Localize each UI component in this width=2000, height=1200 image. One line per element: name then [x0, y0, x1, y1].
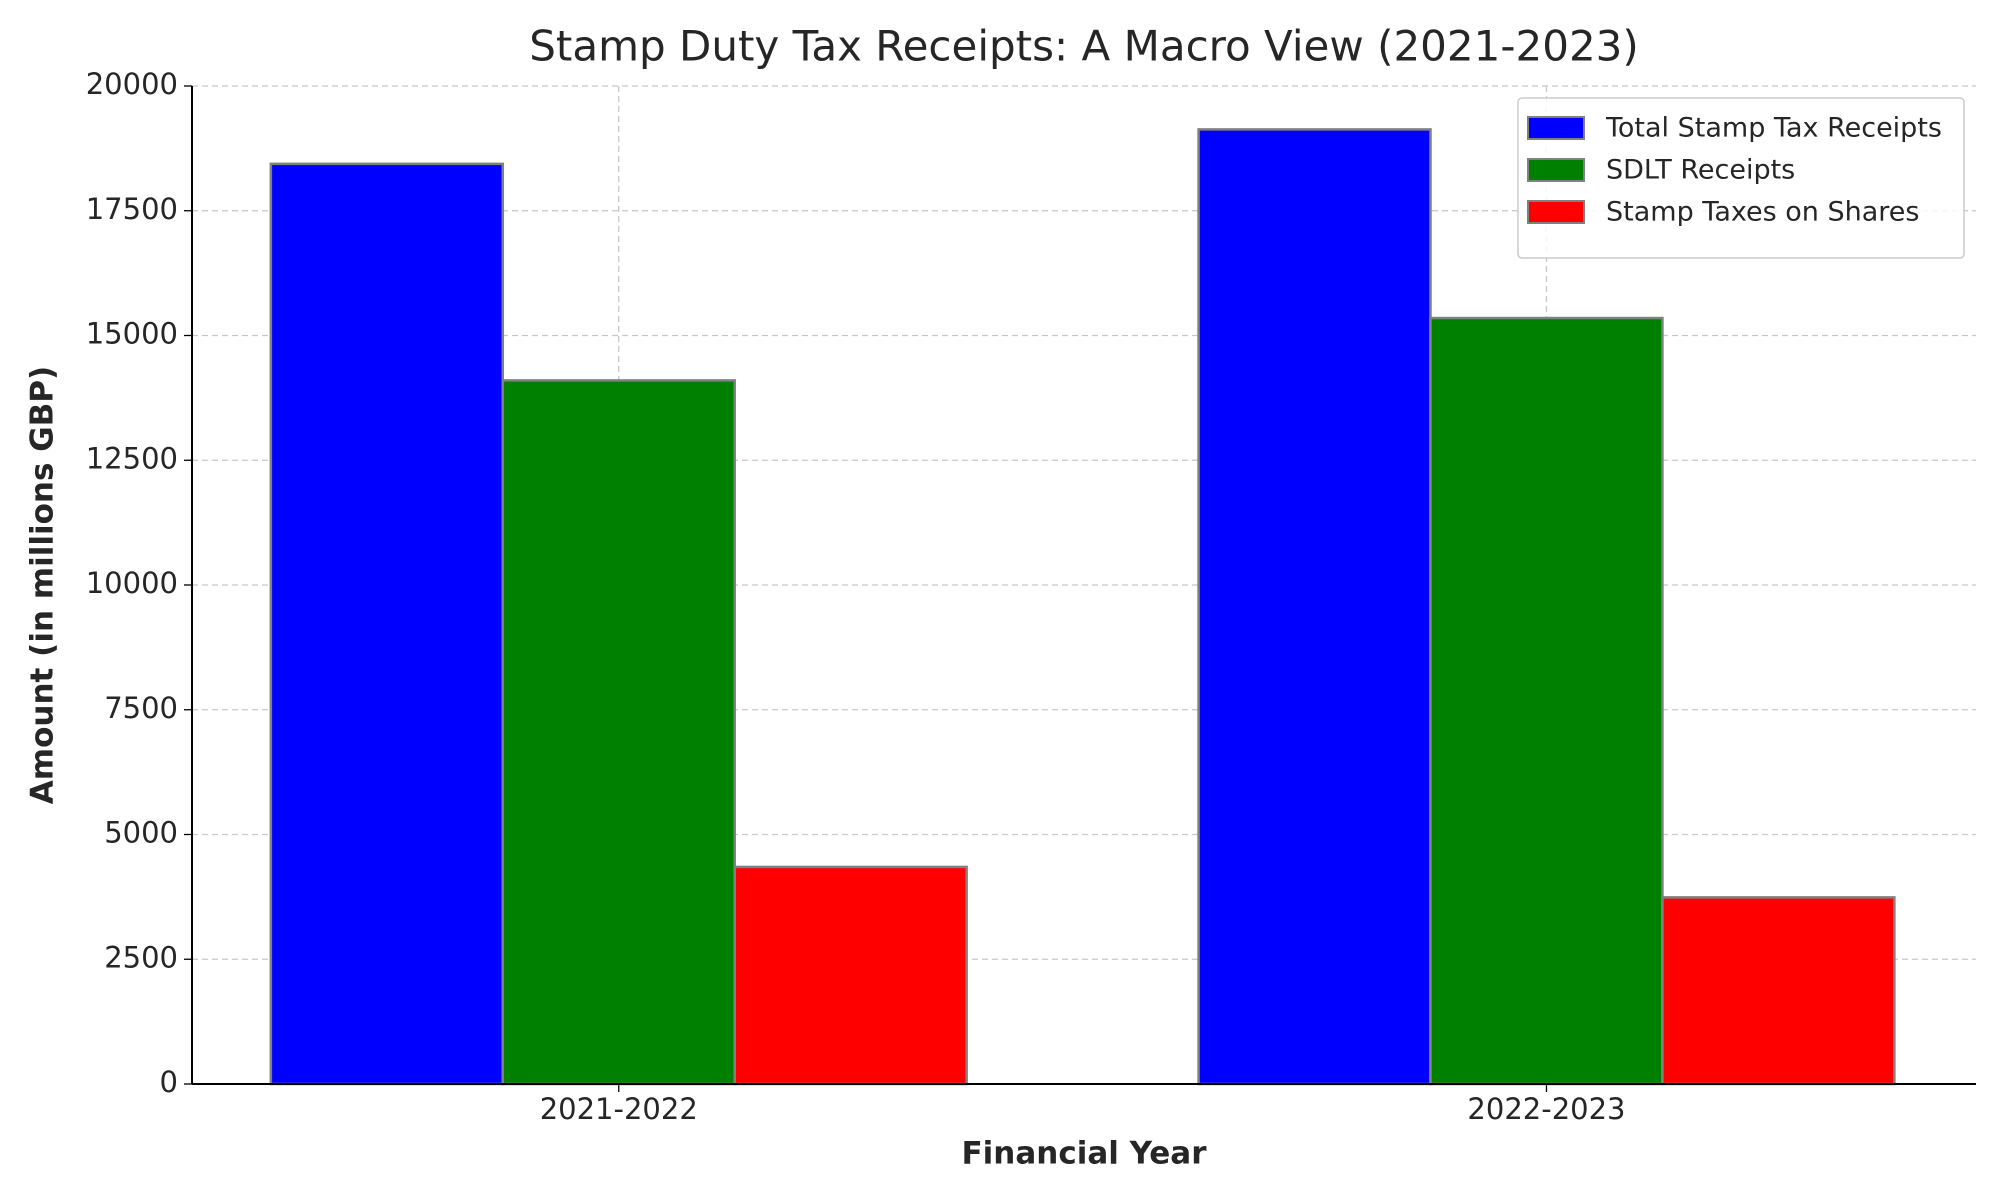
y-tick-label: 12500	[86, 441, 178, 475]
bar	[733, 865, 968, 1086]
chart-title: Stamp Duty Tax Receipts: A Macro View (2…	[529, 22, 1639, 71]
legend-box	[1517, 97, 1965, 259]
legend-label: SDLT Receipts	[1606, 155, 1795, 186]
y-tick-label: 5000	[104, 816, 178, 850]
legend-swatch	[1527, 116, 1585, 140]
y-tick-label: 7500	[104, 691, 178, 725]
bar	[1197, 128, 1432, 1086]
legend-swatch	[1527, 158, 1585, 182]
y-tick-label: 10000	[86, 566, 178, 600]
bar	[1429, 316, 1664, 1086]
y-axis-label: Amount (in millions GBP)	[25, 366, 61, 804]
y-tick-label: 17500	[86, 192, 178, 226]
y-tick-label: 20000	[86, 67, 178, 101]
legend-label: Stamp Taxes on Shares	[1606, 197, 1919, 228]
y-tick-label: 0	[160, 1065, 178, 1099]
legend-swatch	[1527, 200, 1585, 224]
bar	[269, 162, 505, 1086]
y-tick-label: 15000	[86, 317, 178, 351]
x-tick-label: 2022-2023	[1467, 1092, 1625, 1126]
y-tick-label: 2500	[104, 940, 178, 974]
legend-label: Total Stamp Tax Receipts	[1605, 113, 1942, 144]
x-axis-label: Financial Year	[961, 1136, 1207, 1172]
bar	[1661, 896, 1896, 1086]
x-tick-label: 2021-2022	[540, 1092, 698, 1126]
bar	[501, 379, 736, 1086]
